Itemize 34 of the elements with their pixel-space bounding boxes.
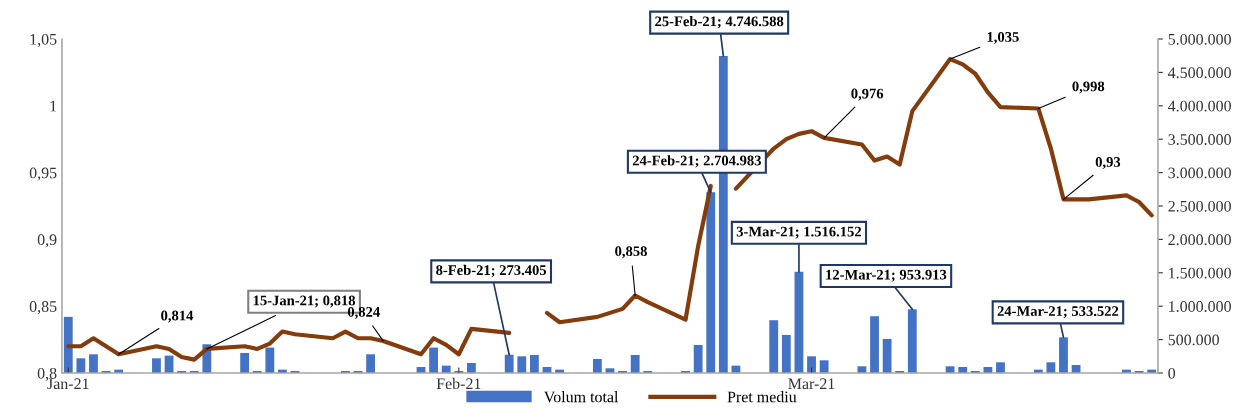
data-label: 0,814 [161, 310, 194, 323]
x-tick-label: Feb-21 [436, 377, 481, 390]
y2-tick-label: 4.000.000 [1168, 100, 1231, 112]
y2-tick-label: 0 [1168, 367, 1176, 379]
y-tick-label: 0,9 [37, 234, 57, 248]
data-label: 0,824 [347, 306, 380, 319]
y2-tick-label: 2.500.000 [1168, 200, 1231, 212]
data-label: 0,976 [851, 88, 884, 101]
y-tick-label: 1,05 [30, 33, 57, 47]
data-label: 1,035 [987, 32, 1019, 44]
data-label: 3-Mar-21; 1.516.152 [736, 226, 862, 239]
y2-tick-label: 5.000.000 [1168, 33, 1231, 45]
data-label: 0,998 [1072, 81, 1105, 94]
data-label: 0,858 [615, 246, 647, 259]
y-tick-label: 1 [50, 100, 57, 112]
data-label: 0,93 [1095, 157, 1121, 169]
y-tick-label: 0,85 [29, 301, 57, 315]
x-tick-label: Mar-21 [788, 378, 835, 390]
y-tick-label: 0,95 [29, 167, 57, 181]
data-label: 25-Feb-21; 4.746.588 [655, 15, 784, 29]
legend-label: Volum total [543, 391, 619, 403]
y2-tick-label: 3.500.000 [1168, 134, 1231, 145]
y2-tick-label: 4.500.000 [1168, 67, 1231, 79]
y2-tick-label: 500.000 [1168, 334, 1219, 346]
data-label: 24-Mar-21; 533.522 [997, 306, 1119, 319]
y2-tick-label: 2.000.000 [1168, 234, 1231, 246]
data-label: 12-Mar-21; 953.913 [826, 269, 947, 282]
y2-tick-label: 1.500.000 [1169, 267, 1231, 279]
legend-label: Pret mediu [727, 391, 797, 403]
data-label: 8-Feb-21; 273.405 [436, 264, 547, 278]
data-label: 15-Jan-21; 0,818 [253, 295, 356, 308]
y2-tick-label: 3.000.000 [1168, 167, 1231, 179]
data-label: 24-Feb-21; 2.704.983 [632, 155, 761, 168]
y2-tick-label: 1.000.000 [1169, 301, 1231, 312]
